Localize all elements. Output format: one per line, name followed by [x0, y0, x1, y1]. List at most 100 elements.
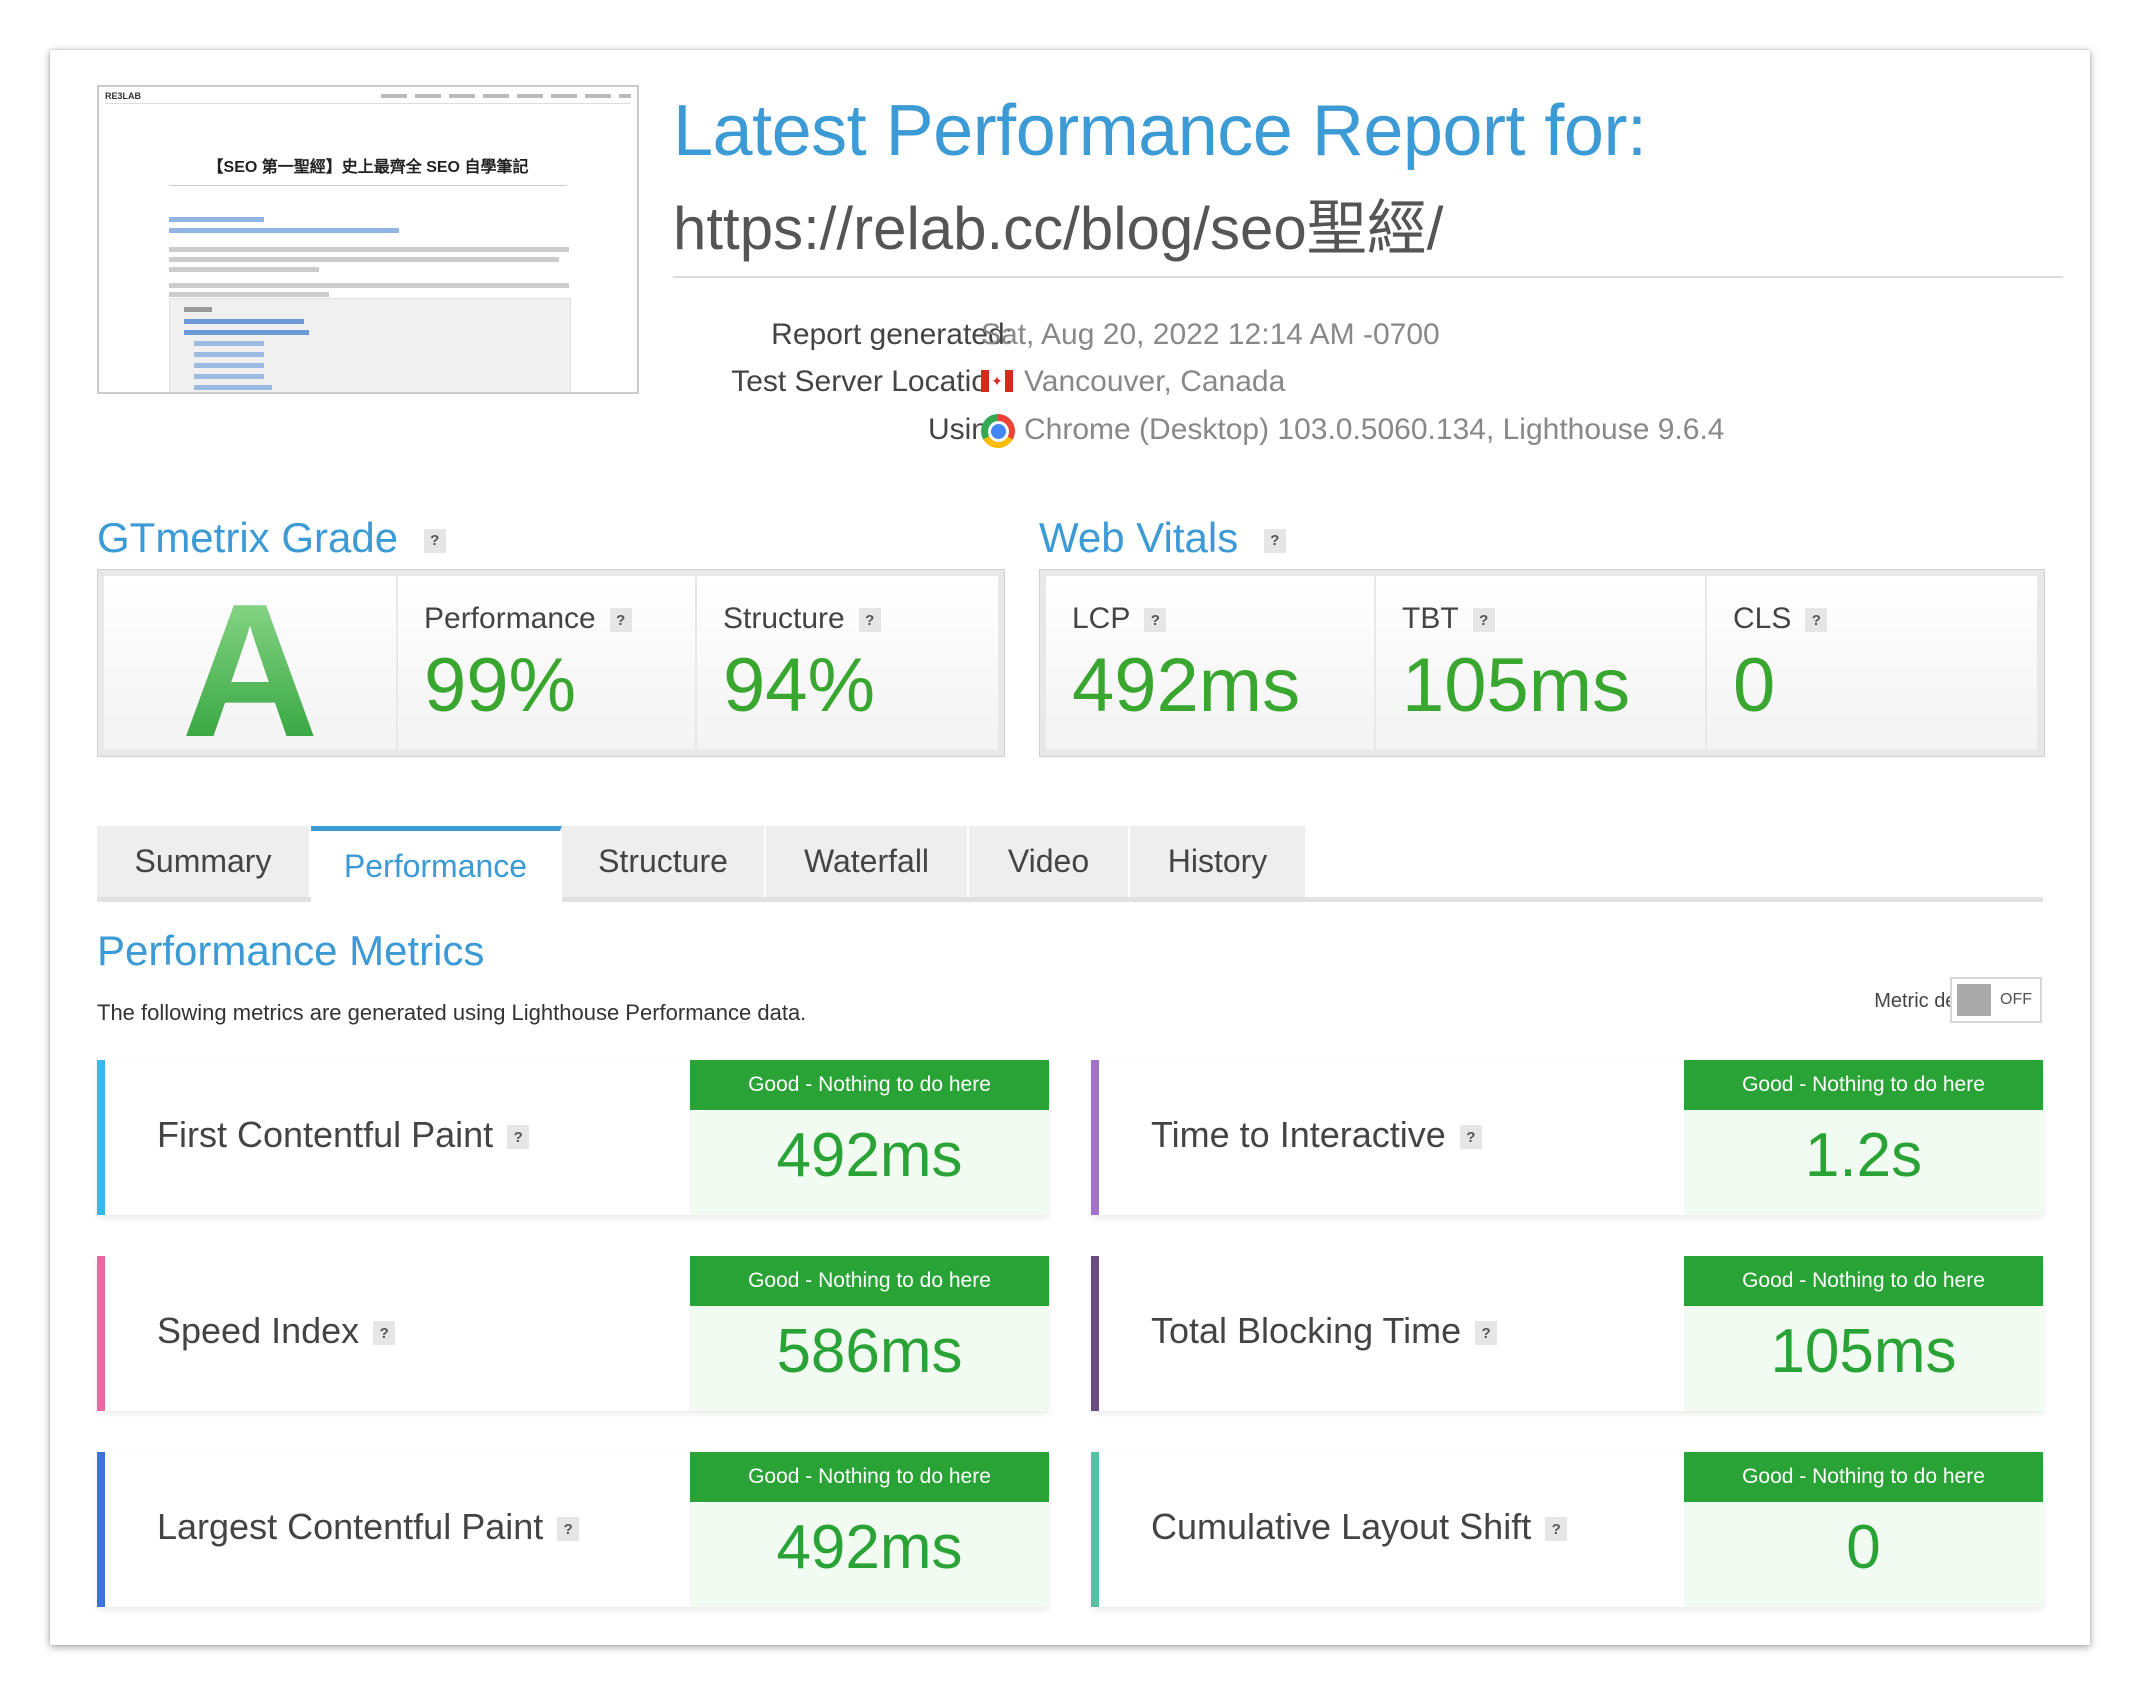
thumbnail-nav — [381, 94, 631, 98]
help-icon[interactable]: ? — [1459, 1125, 1482, 1150]
metric-name: Time to Interactive? — [1151, 1114, 1482, 1156]
chrome-icon — [981, 414, 1015, 448]
lcp-value: 492ms — [1072, 643, 1301, 728]
help-icon[interactable]: ? — [1475, 1321, 1498, 1346]
metric-color-bar — [97, 1452, 105, 1607]
thumbnail-toc-line — [194, 385, 272, 390]
structure-score-label-text: Structure — [723, 602, 845, 635]
metric-name-text: Total Blocking Time — [1151, 1310, 1462, 1351]
tab-history[interactable]: History — [1130, 826, 1307, 897]
thumbnail-toc-line — [184, 330, 309, 335]
metric-card-first-contentful-paint: First Contentful Paint? Good - Nothing t… — [97, 1060, 1049, 1215]
metric-value-box: Good - Nothing to do here 492ms — [690, 1060, 1049, 1215]
tab-structure[interactable]: Structure — [562, 826, 766, 897]
lcp-cell: LCP? 492ms — [1046, 576, 1374, 750]
performance-score-value: 99% — [424, 643, 577, 728]
report-generated-label: Report generated: — [771, 318, 1013, 351]
grade-letter-cell: A — [104, 576, 396, 766]
help-icon[interactable]: ? — [557, 1517, 580, 1542]
help-icon[interactable]: ? — [1805, 608, 1828, 633]
metric-status-badge: Good - Nothing to do here — [1684, 1452, 2043, 1502]
metric-name-text: Time to Interactive — [1151, 1114, 1446, 1155]
thumbnail-text-line — [169, 292, 329, 297]
metric-status-badge: Good - Nothing to do here — [690, 1060, 1049, 1110]
help-icon[interactable]: ? — [1545, 1517, 1568, 1542]
report-url[interactable]: https://relab.cc/blog/seo聖經/ — [673, 195, 1444, 262]
tab-performance[interactable]: Performance — [311, 826, 562, 902]
cls-label-text: CLS — [1733, 602, 1792, 635]
help-icon[interactable]: ? — [373, 1321, 396, 1346]
page-screenshot-thumbnail[interactable]: RE3LAB 【SEO 第一聖經】史上最齊全 SEO 自學筆記 — [97, 85, 639, 394]
structure-score-cell: Structure? 94% — [697, 576, 998, 750]
help-icon[interactable]: ? — [507, 1125, 530, 1150]
metric-card-cumulative-layout-shift: Cumulative Layout Shift? Good - Nothing … — [1091, 1452, 2043, 1607]
tab-waterfall[interactable]: Waterfall — [766, 826, 969, 897]
gtmetrix-grade-panel: A Performance? 99% Structure? 94% — [97, 569, 1005, 766]
tbt-value: 105ms — [1402, 643, 1631, 728]
tab-summary[interactable]: Summary — [97, 826, 311, 897]
thumbnail-toc-box — [169, 298, 571, 392]
using-value: Chrome (Desktop) 103.0.5060.134, Lightho… — [1024, 413, 1725, 446]
thumbnail-toc-line — [194, 352, 264, 357]
structure-score-value: 94% — [723, 643, 876, 728]
performance-score-label-text: Performance — [424, 602, 596, 635]
location-label: Test Server Location: — [731, 365, 1013, 398]
metric-status-badge: Good - Nothing to do here — [690, 1452, 1049, 1502]
report-page: RE3LAB 【SEO 第一聖經】史上最齊全 SEO 自學筆記 Latest P… — [50, 50, 2090, 1645]
metric-value-box: Good - Nothing to do here 492ms — [690, 1452, 1049, 1607]
help-icon[interactable]: ? — [423, 528, 446, 553]
toggle-state: OFF — [2000, 991, 2032, 1008]
web-vitals-heading-text: Web Vitals — [1039, 514, 1239, 561]
thumbnail-text-line — [169, 267, 319, 272]
help-icon[interactable]: ? — [858, 608, 881, 633]
tabs-underline — [97, 897, 2043, 902]
thumbnail-text-line — [169, 257, 559, 262]
lcp-label: LCP? — [1072, 602, 1167, 636]
thumbnail-divider — [169, 185, 567, 186]
help-icon[interactable]: ? — [609, 608, 632, 633]
web-vitals-heading: Web Vitals ? — [1039, 514, 1286, 562]
cls-value: 0 — [1733, 643, 1776, 728]
metric-value-box: Good - Nothing to do here 0 — [1684, 1452, 2043, 1607]
thumbnail-toc-line — [184, 319, 304, 324]
metric-status-badge: Good - Nothing to do here — [1684, 1060, 2043, 1110]
metric-name: Total Blocking Time? — [1151, 1310, 1498, 1352]
metric-card-total-blocking-time: Total Blocking Time? Good - Nothing to d… — [1091, 1256, 2043, 1411]
thumbnail-text-line — [169, 283, 569, 288]
thumbnail-text-line — [169, 247, 569, 252]
structure-score-label: Structure? — [723, 602, 881, 636]
thumbnail-toc-line — [194, 363, 264, 368]
metric-name: Cumulative Layout Shift? — [1151, 1506, 1568, 1548]
performance-score-label: Performance? — [424, 602, 632, 636]
metric-color-bar — [1091, 1256, 1099, 1411]
metric-name-text: Largest Contentful Paint — [157, 1506, 544, 1547]
help-icon[interactable]: ? — [1144, 608, 1167, 633]
metric-name: First Contentful Paint? — [157, 1114, 530, 1156]
help-icon[interactable]: ? — [1472, 608, 1495, 633]
gtmetrix-grade-heading: GTmetrix Grade ? — [97, 514, 446, 562]
metric-color-bar — [1091, 1060, 1099, 1215]
cls-label: CLS? — [1733, 602, 1828, 636]
web-vitals-panel: LCP? 492ms TBT? 105ms CLS? 0 — [1039, 569, 2045, 757]
using-label: Using: — [927, 413, 1013, 446]
tab-video[interactable]: Video — [969, 826, 1130, 897]
metric-name-text: First Contentful Paint — [157, 1114, 494, 1155]
report-title: Latest Performance Report for: — [673, 91, 1647, 171]
toggle-knob — [1957, 984, 1991, 1016]
metric-color-bar — [97, 1060, 105, 1215]
thumbnail-brand: RE3LAB — [105, 91, 142, 101]
tbt-label-text: TBT — [1402, 602, 1459, 635]
thumbnail-toc-line — [184, 307, 212, 312]
metric-value-box: Good - Nothing to do here 586ms — [690, 1256, 1049, 1411]
metric-name-text: Speed Index — [157, 1310, 360, 1351]
metric-value: 1.2s — [1804, 1121, 1923, 1190]
metric-value: 0 — [1846, 1513, 1881, 1582]
help-icon[interactable]: ? — [1263, 528, 1286, 553]
metric-color-bar — [1091, 1452, 1099, 1607]
canada-flag-icon: ✦ — [981, 370, 1013, 392]
metric-value: 586ms — [776, 1317, 963, 1386]
metric-value: 492ms — [776, 1513, 963, 1582]
location-value: Vancouver, Canada — [1024, 365, 1286, 398]
thumbnail-link-line — [169, 217, 264, 222]
metric-details-toggle[interactable]: OFF — [1950, 977, 2042, 1023]
